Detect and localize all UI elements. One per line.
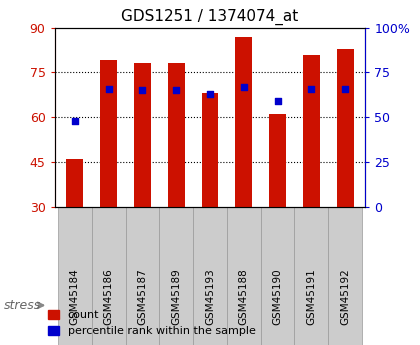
Text: GSM45193: GSM45193 (205, 268, 215, 325)
Point (173, 88, 180, 93)
Bar (100, 60, 117, 207)
Text: GSM45184: GSM45184 (70, 268, 80, 325)
Title: GDS1251 / 1374074_at: GDS1251 / 1374074_at (121, 9, 299, 25)
Text: GSM45191: GSM45191 (306, 268, 316, 325)
Bar (168, 63, 185, 207)
FancyBboxPatch shape (58, 207, 92, 345)
Point (308, 86, 315, 91)
Point (342, 86, 349, 91)
FancyBboxPatch shape (92, 207, 126, 345)
Bar (202, 93, 218, 207)
Text: GSM45187: GSM45187 (137, 268, 147, 325)
FancyBboxPatch shape (328, 207, 362, 345)
Text: GSM45189: GSM45189 (171, 268, 181, 325)
Bar (269, 114, 286, 207)
Point (105, 86, 112, 91)
Point (207, 91, 213, 97)
Text: GSM45188: GSM45188 (239, 268, 249, 325)
Bar (303, 55, 320, 207)
Bar (337, 49, 354, 207)
FancyBboxPatch shape (126, 207, 159, 345)
Text: stress: stress (4, 299, 42, 312)
FancyBboxPatch shape (193, 207, 227, 345)
Text: GSM45192: GSM45192 (340, 268, 350, 325)
Point (71, 118, 78, 124)
Legend: count, percentile rank within the sample: count, percentile rank within the sample (47, 309, 255, 336)
FancyBboxPatch shape (159, 207, 193, 345)
Bar (66, 159, 83, 207)
Text: GSM45190: GSM45190 (273, 268, 283, 325)
Point (240, 84, 247, 90)
Bar (235, 37, 252, 207)
Bar (134, 63, 151, 207)
Point (274, 98, 281, 104)
FancyBboxPatch shape (294, 207, 328, 345)
Point (139, 88, 146, 93)
FancyBboxPatch shape (227, 207, 261, 345)
Text: GSM45186: GSM45186 (104, 268, 114, 325)
FancyBboxPatch shape (261, 207, 294, 345)
